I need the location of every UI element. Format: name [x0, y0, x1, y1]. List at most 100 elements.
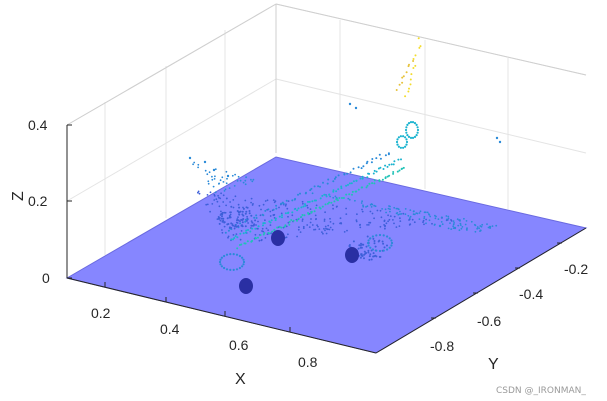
wing-point	[312, 224, 314, 226]
fuselage-point	[358, 166, 360, 168]
wing-point	[399, 211, 401, 213]
tail-point	[413, 58, 415, 60]
wing-point	[250, 179, 252, 181]
fuselage-point	[276, 227, 278, 229]
fuselage-point	[247, 229, 249, 231]
wing-point	[310, 208, 312, 210]
wing-point	[240, 239, 242, 241]
fuselage-point	[297, 194, 299, 196]
wing-point	[384, 220, 386, 222]
wing-point	[373, 205, 375, 207]
fuselage-point	[302, 206, 304, 208]
engine-point	[219, 261, 221, 263]
wing-point	[215, 198, 217, 200]
fuselage-point	[225, 232, 227, 234]
fuselage-point	[288, 224, 290, 226]
wing-point	[220, 192, 222, 194]
wing-point	[211, 179, 213, 181]
nose-point	[405, 138, 407, 140]
wing-point	[386, 222, 388, 224]
fuselage-point	[243, 232, 245, 234]
engine-point	[221, 265, 223, 267]
fuselage-point	[376, 171, 378, 173]
wing-point	[324, 220, 326, 222]
engine-point	[360, 245, 362, 247]
fuselage-point	[311, 211, 313, 213]
fuselage-point	[245, 243, 247, 245]
wing-point	[269, 211, 271, 213]
wing-point	[262, 228, 264, 230]
wing-point	[192, 163, 194, 165]
engine-point	[245, 225, 247, 227]
wing-point	[315, 218, 317, 220]
engine-point	[242, 211, 244, 213]
wing-point	[327, 228, 329, 230]
engine-point	[251, 222, 253, 224]
fuselage-point	[338, 174, 340, 176]
engine-point	[223, 267, 225, 269]
fuselage-point	[287, 212, 289, 214]
nose-point	[396, 138, 398, 140]
fuselage-point	[387, 166, 389, 168]
wing-point	[377, 210, 379, 212]
engine-point	[241, 265, 243, 267]
fuselage-point	[351, 194, 353, 196]
wing-point	[480, 229, 482, 231]
wing-point	[217, 201, 219, 203]
fuselage-point	[245, 230, 247, 232]
y-tick-label: -0.4	[519, 286, 543, 302]
wing-point	[325, 228, 327, 230]
engine-point	[375, 250, 377, 252]
nose-point	[405, 144, 407, 146]
engine-point	[236, 226, 238, 228]
engine-point	[220, 220, 222, 222]
wing-point	[251, 181, 253, 183]
engine-point	[382, 241, 384, 243]
engine-point	[236, 254, 238, 256]
fuselage-point	[335, 190, 337, 192]
wing-point	[286, 208, 288, 210]
fuselage-point	[253, 217, 255, 219]
wing-point	[281, 213, 283, 215]
wing-point	[414, 214, 416, 216]
wing-point	[285, 205, 287, 207]
nose-point	[406, 124, 408, 126]
fuselage-point	[366, 161, 368, 163]
nose-point	[417, 132, 419, 134]
fuselage-point	[379, 167, 381, 169]
wing-point	[244, 200, 246, 202]
nose-point	[402, 135, 404, 137]
wing-point	[302, 201, 304, 203]
wing-point	[207, 194, 209, 196]
fuselage-point	[360, 178, 362, 180]
wing-point	[419, 218, 421, 220]
wing-point	[260, 209, 262, 211]
stray-point	[204, 161, 206, 163]
fuselage-point	[382, 179, 384, 181]
fuselage-point	[388, 175, 390, 177]
wing-point	[390, 215, 392, 217]
wing-point	[486, 223, 488, 225]
wing-point	[471, 221, 473, 223]
wing-point	[383, 224, 385, 226]
wing-point	[259, 205, 261, 207]
engine-point	[241, 257, 243, 259]
wing-point	[356, 213, 358, 215]
tail-point	[410, 83, 412, 85]
engine-point	[221, 257, 223, 259]
stray-point	[454, 227, 456, 229]
tail-point	[399, 84, 401, 86]
y-axis-label: Y	[488, 356, 499, 373]
stray-point	[499, 141, 501, 143]
fuselage-point	[374, 179, 376, 181]
wing-point	[332, 229, 334, 231]
fuselage-point	[315, 200, 317, 202]
wing-point	[466, 229, 468, 231]
fuselage-point	[308, 213, 310, 215]
fuselage-point	[240, 244, 242, 246]
wing-point	[238, 204, 240, 206]
engine-point	[242, 263, 244, 265]
wing-point	[492, 225, 494, 227]
fuselage-point	[293, 220, 295, 222]
